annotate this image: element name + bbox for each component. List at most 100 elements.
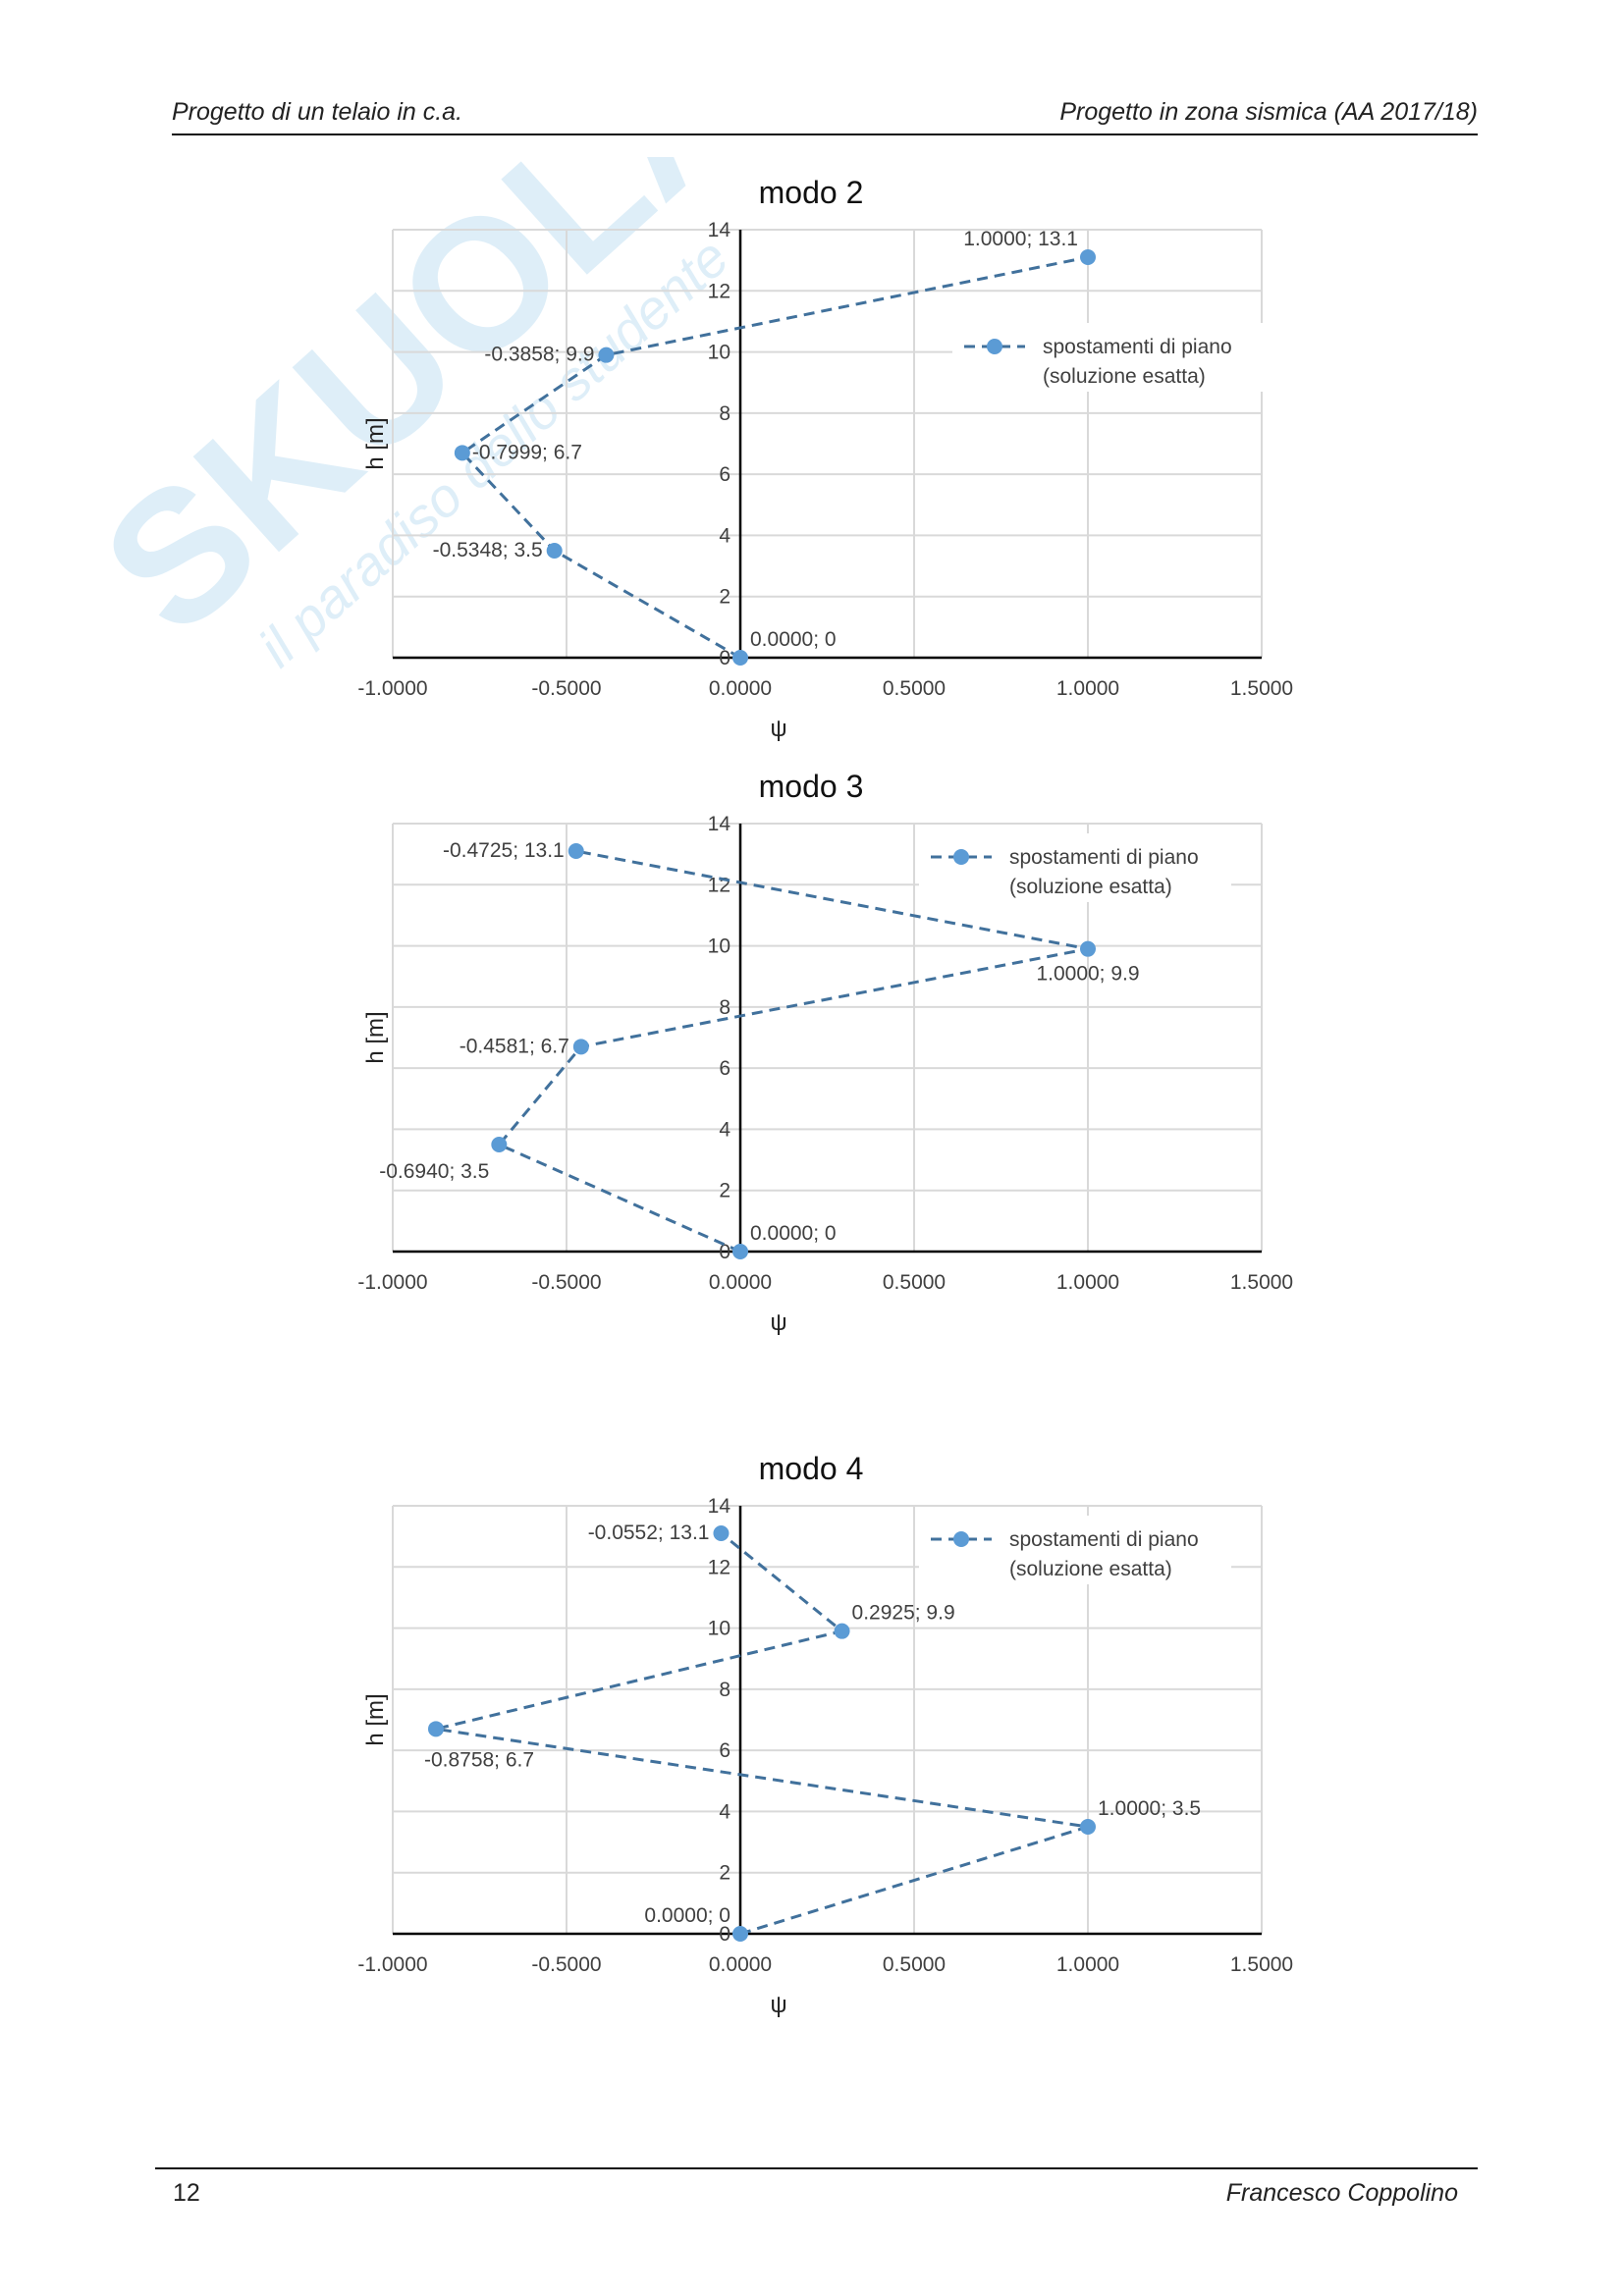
y-tick-label: 14 <box>708 219 731 241</box>
x-tick-label: 1.5000 <box>1230 1271 1293 1294</box>
data-point <box>732 1244 748 1259</box>
x-tick-label: 0.5000 <box>883 1953 946 1976</box>
x-axis-label: ψ <box>770 1992 786 2018</box>
y-tick-label: 0 <box>719 647 730 669</box>
chart-title: modo 3 <box>759 769 864 804</box>
y-axis-label: h [m] <box>362 1011 389 1063</box>
legend-label: (soluzione esatta) <box>1043 365 1206 388</box>
legend-label: (soluzione esatta) <box>1009 876 1172 898</box>
data-label: 0.0000; 0 <box>644 1904 730 1927</box>
y-tick-label: 14 <box>708 813 731 835</box>
legend-label: spostamenti di piano <box>1009 1528 1199 1551</box>
footer-author: Francesco Coppolino <box>1225 2179 1458 2207</box>
page-number: 12 <box>173 2179 200 2207</box>
data-label: 0.2925; 9.9 <box>852 1602 955 1625</box>
data-point <box>491 1137 508 1152</box>
chart-title: modo 4 <box>759 1451 864 1486</box>
data-label: -0.3858; 9.9 <box>484 344 594 366</box>
y-tick-label: 12 <box>708 280 730 302</box>
data-point <box>834 1623 850 1639</box>
y-tick-label: 6 <box>719 463 730 486</box>
legend-box <box>952 323 1265 392</box>
page-footer: 12 Francesco Coppolino <box>155 2167 1478 2209</box>
data-point <box>1080 249 1096 266</box>
data-label: 1.0000; 13.1 <box>963 228 1078 250</box>
legend-marker <box>953 849 969 865</box>
data-label: 1.0000; 9.9 <box>1036 963 1139 986</box>
legend-box <box>919 1516 1231 1584</box>
y-tick-label: 10 <box>708 935 730 958</box>
data-point <box>572 1039 589 1055</box>
data-label: -0.6940; 3.5 <box>379 1160 489 1183</box>
data-point <box>427 1721 444 1737</box>
data-point <box>568 843 584 860</box>
x-tick-label: -0.5000 <box>531 677 601 700</box>
y-tick-label: 10 <box>708 1618 730 1640</box>
header-right-title: Progetto in zona sismica (AA 2017/18) <box>1059 98 1478 126</box>
y-tick-label: 0 <box>719 1923 730 1946</box>
x-tick-label: -0.5000 <box>531 1271 601 1294</box>
data-label: -0.8758; 6.7 <box>424 1748 534 1771</box>
y-tick-label: 0 <box>719 1241 730 1263</box>
x-tick-label: -1.0000 <box>357 677 427 700</box>
x-tick-label: 0.0000 <box>709 677 772 700</box>
legend-label: (soluzione esatta) <box>1009 1558 1172 1580</box>
legend-label: spostamenti di piano <box>1009 846 1199 869</box>
y-tick-label: 6 <box>719 1057 730 1080</box>
data-point <box>546 543 563 559</box>
legend-marker <box>953 1531 969 1547</box>
x-tick-label: -1.0000 <box>357 1953 427 1976</box>
data-point <box>732 650 748 666</box>
chart-modo-2: -1.0000 -0.5000 0.0000 0.5000 1.0000 1.5000 0 2… <box>357 175 1293 742</box>
x-tick-label: -0.5000 <box>531 1953 601 1976</box>
y-tick-label: 8 <box>719 1679 730 1701</box>
x-tick-label: 0.5000 <box>883 677 946 700</box>
y-tick-label: 4 <box>719 1118 730 1141</box>
data-point <box>713 1525 730 1542</box>
y-tick-label: 6 <box>719 1739 730 1762</box>
page-header: Progetto di un telaio in c.a. Progetto i… <box>172 98 1478 135</box>
data-label: -0.0552; 13.1 <box>588 1522 710 1544</box>
data-label: -0.4581; 6.7 <box>460 1035 569 1057</box>
x-axis-label: ψ <box>770 1309 786 1336</box>
y-tick-label: 2 <box>719 1862 730 1885</box>
data-label: 1.0000; 3.5 <box>1098 1797 1201 1820</box>
series-line <box>435 1531 1089 1936</box>
header-left-title: Progetto di un telaio in c.a. <box>172 98 463 126</box>
x-tick-label: 0.5000 <box>883 1271 946 1294</box>
y-tick-label: 12 <box>708 1556 730 1578</box>
y-tick-label: 14 <box>708 1495 731 1518</box>
x-tick-label: 0.0000 <box>709 1271 772 1294</box>
data-label: 0.0000; 0 <box>750 628 837 651</box>
y-tick-label: 2 <box>719 586 730 609</box>
data-label: -0.4725; 13.1 <box>443 839 565 862</box>
x-tick-label: 0.0000 <box>709 1953 772 1976</box>
legend-box <box>919 833 1231 902</box>
chart-title: modo 2 <box>759 175 864 210</box>
y-tick-label: 2 <box>719 1180 730 1202</box>
x-tick-label: 1.0000 <box>1056 1953 1119 1976</box>
legend-label: spostamenti di piano <box>1043 336 1232 358</box>
x-axis-label: ψ <box>770 716 786 742</box>
x-tick-label: 1.0000 <box>1056 1271 1119 1294</box>
data-point <box>598 347 615 363</box>
x-tick-label: 1.5000 <box>1230 677 1293 700</box>
x-tick-label: -1.0000 <box>357 1271 427 1294</box>
y-axis-label: h [m] <box>362 1693 389 1745</box>
data-label: -0.5348; 3.5 <box>433 539 543 561</box>
y-tick-label: 4 <box>719 524 730 547</box>
x-tick-label: 1.5000 <box>1230 1953 1293 1976</box>
data-point <box>1080 1819 1096 1835</box>
x-tick-label: 1.0000 <box>1056 677 1119 700</box>
y-tick-label: 10 <box>708 342 730 364</box>
data-point <box>454 445 470 461</box>
chart-modo-4: -1.0000 -0.5000 0.0000 0.5000 1.0000 1.5000 0 2… <box>357 1451 1293 2018</box>
data-label: -0.7999; 6.7 <box>472 441 582 463</box>
y-tick-label: 8 <box>719 402 730 425</box>
y-tick-label: 8 <box>719 996 730 1019</box>
data-label: 0.0000; 0 <box>750 1222 837 1245</box>
chart-modo-3: -1.0000 -0.5000 0.0000 0.5000 1.0000 1.5000 0 2… <box>357 769 1293 1336</box>
series-line <box>460 255 1089 660</box>
y-axis-label: h [m] <box>362 417 389 469</box>
legend-marker <box>987 339 1002 354</box>
